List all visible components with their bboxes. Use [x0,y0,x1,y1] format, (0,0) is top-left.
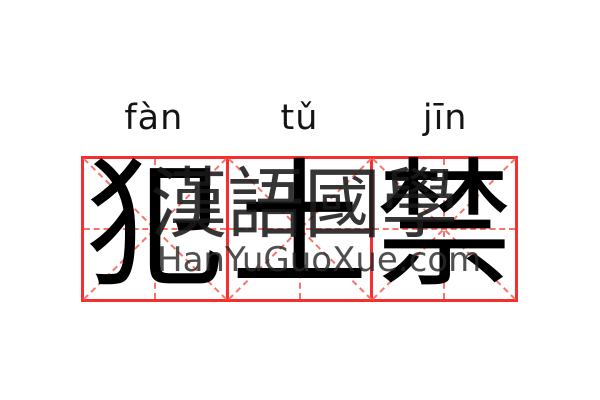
pinyin-cell-3: jīn [372,93,518,139]
pinyin-cell-1: fàn [81,93,227,139]
pinyin-cell-2: tǔ [227,93,373,139]
watermark-site-text: HanYuGuoXue.com [157,240,482,280]
pinyin-row: fàn tǔ jīn [81,93,518,139]
pinyin-label-fan: fàn [124,98,184,138]
grid-cell-3: 禁 [372,157,517,300]
pinyin-label-jin: jīn [422,98,468,138]
pinyin-label-tu: tǔ [280,98,319,138]
watermark-cjk-text: 漢語國學 [150,161,458,250]
character-practice-grid: 犯 土 禁 [81,156,518,302]
grid-cell-2: 土 [227,157,374,300]
